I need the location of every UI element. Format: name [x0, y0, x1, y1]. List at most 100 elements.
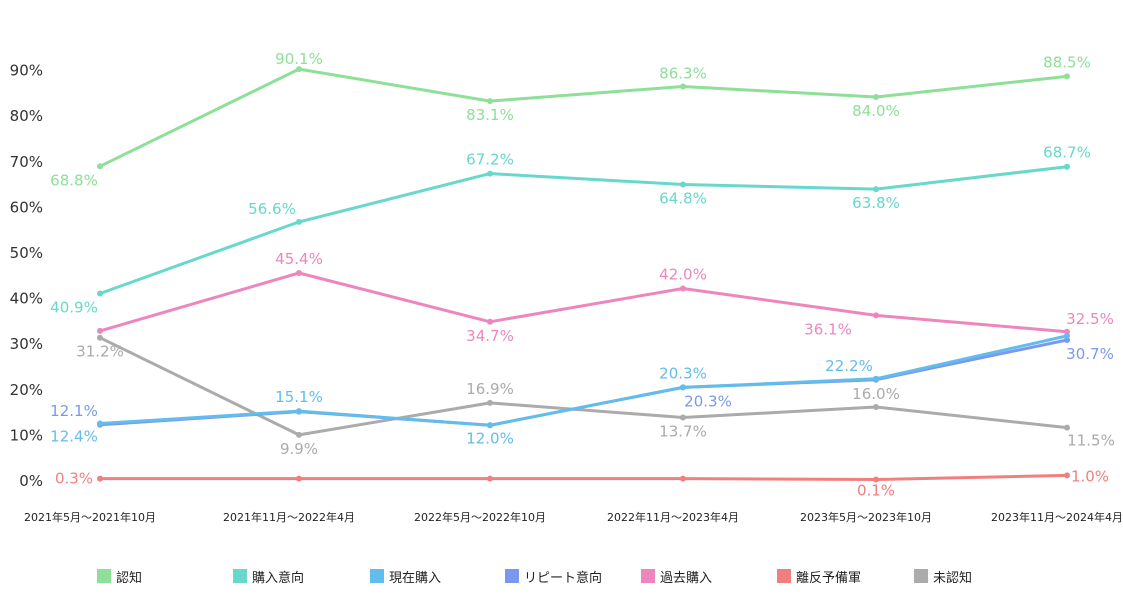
legend-label: 現在購入 [389, 570, 442, 586]
data-labels: 68.8% 90.1% 83.1% 86.3% 84.0% 88.5% 40.9% 56.6%… [50, 50, 1115, 499]
point-series-2 [296, 408, 302, 415]
data-label: 16.0% [852, 385, 900, 403]
point-series-6 [873, 404, 879, 410]
data-label: 83.1% [466, 106, 514, 124]
data-label: 84.0% [852, 102, 900, 120]
data-label: 12.4% [50, 427, 98, 445]
data-label: 86.3% [659, 64, 707, 82]
data-label: 15.1% [275, 388, 323, 406]
point-series-2 [680, 384, 686, 391]
point-series-5 [680, 475, 686, 482]
point-series-0 [296, 66, 302, 73]
point-series-6 [296, 431, 302, 438]
point-series-5 [296, 475, 302, 482]
line-series-6 [98, 336, 1069, 437]
point-series-0 [1064, 73, 1070, 80]
series-lines [98, 67, 1069, 481]
point-series-1 [873, 186, 879, 193]
legend-label: 未認知 [933, 570, 973, 586]
point-series-2 [97, 420, 103, 427]
point-series-2 [1064, 332, 1070, 339]
point-series-0 [97, 163, 103, 170]
legend-item[interactable]: 現在購入 [370, 566, 441, 586]
y-tick-label: 40% [10, 290, 43, 308]
point-series-0 [873, 94, 879, 100]
x-axis: 2021年5月～2021年10月 2021年11月～2022年4月 2022年5月～… [24, 510, 1123, 524]
y-tick-label: 80% [10, 107, 43, 125]
data-label: 36.1% [804, 320, 852, 338]
chart-legend: 認知 購入意向 現在購入 リピート意向 過去購入 離反予備軍 未認知 [0, 566, 1123, 588]
point-series-5 [97, 475, 103, 482]
legend-item[interactable]: 未認知 [914, 566, 972, 586]
x-tick-label: 2023年11月～2024年4月 [991, 510, 1123, 524]
point-series-0 [487, 98, 493, 105]
data-label: 45.4% [275, 250, 323, 268]
legend-item[interactable]: 離反予備軍 [777, 566, 861, 586]
line-series-0 [98, 67, 1069, 168]
point-series-2 [873, 375, 879, 382]
point-series-4 [487, 318, 493, 325]
data-label: 68.8% [50, 171, 98, 189]
legend-swatch [641, 569, 655, 583]
data-label: 30.7% [1066, 345, 1114, 363]
legend-swatch [370, 569, 384, 583]
point-series-5 [487, 475, 493, 482]
data-label: 9.9% [280, 440, 318, 458]
data-label: 0.1% [857, 482, 895, 500]
x-tick-label: 2023年5月～2023年10月 [800, 510, 932, 524]
data-label: 64.8% [659, 190, 707, 208]
legend-label: 認知 [116, 570, 143, 586]
data-label: 13.7% [659, 423, 707, 441]
data-label: 1.0% [1071, 467, 1109, 485]
legend-label: 購入意向 [252, 570, 305, 586]
data-label: 68.7% [1043, 144, 1091, 162]
data-label: 11.5% [1067, 432, 1115, 450]
data-label: 40.9% [50, 298, 98, 316]
point-series-5 [873, 476, 879, 483]
point-series-4 [97, 327, 103, 334]
legend-swatch [97, 569, 111, 583]
legend-item[interactable]: リピート意向 [505, 566, 602, 586]
x-tick-label: 2022年5月～2022年10月 [414, 510, 546, 524]
data-label: 56.6% [248, 200, 296, 218]
point-series-1 [680, 181, 686, 188]
data-label: 16.9% [466, 380, 514, 398]
point-series-2 [487, 422, 493, 429]
data-label: 67.2% [466, 151, 514, 169]
legend-swatch [505, 569, 519, 583]
y-tick-label: 0% [19, 472, 43, 490]
line-series-2 [98, 334, 1069, 427]
legend-swatch [777, 569, 791, 583]
data-label: 88.5% [1043, 53, 1091, 71]
data-label: 12.1% [50, 402, 98, 420]
point-series-6 [1064, 424, 1070, 431]
data-label: 34.7% [466, 327, 514, 345]
line-series-1 [98, 165, 1069, 295]
series-points [97, 66, 1070, 483]
point-series-6 [97, 334, 103, 341]
legend-label: リピート意向 [524, 570, 603, 586]
point-series-3 [1064, 337, 1070, 343]
data-label: 31.2% [76, 343, 124, 361]
data-label: 12.0% [466, 429, 514, 447]
legend-label: 過去購入 [660, 570, 713, 586]
data-label: 0.3% [55, 470, 93, 488]
x-tick-label: 2021年5月～2021年10月 [24, 510, 156, 524]
y-tick-label: 20% [10, 381, 43, 399]
legend-item[interactable]: 購入意向 [233, 566, 304, 586]
point-series-4 [680, 285, 686, 292]
y-tick-label: 70% [10, 153, 43, 171]
legend-item[interactable]: 過去購入 [641, 566, 712, 586]
line-series-4 [98, 271, 1069, 334]
legend-item[interactable]: 認知 [97, 566, 142, 586]
data-label: 63.8% [852, 194, 900, 212]
point-series-4 [1064, 328, 1070, 335]
point-series-5 [1064, 472, 1070, 479]
legend-swatch [233, 569, 247, 583]
data-label: 32.5% [1066, 310, 1114, 328]
point-series-1 [1064, 163, 1070, 170]
y-tick-label: 60% [10, 198, 43, 216]
y-tick-label: 30% [10, 335, 43, 353]
legend-label: 離反予備軍 [796, 570, 862, 586]
